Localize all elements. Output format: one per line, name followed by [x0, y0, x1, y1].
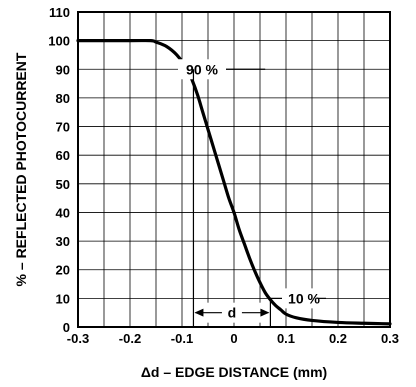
photocurrent-curve: [76, 38, 392, 326]
x-tick-labels: -0.3 -0.2 -0.1 0 0.1 0.2 0.3: [67, 331, 399, 346]
y-tick-label: 20: [56, 263, 70, 278]
x-tick-label: 0: [230, 331, 237, 346]
plot-frame: [77, 11, 391, 328]
x-tick-label: -0.1: [171, 331, 193, 346]
x-tick-label: -0.2: [119, 331, 141, 346]
y-tick-label: 100: [48, 34, 70, 49]
data-layer: [76, 38, 392, 326]
label-90-percent: 90 %: [186, 61, 218, 77]
annotation-layer: 90 % 10 % d: [178, 59, 326, 327]
y-tick-label: 50: [56, 177, 70, 192]
y-tick-label: 70: [56, 120, 70, 135]
y-tick-label: 40: [56, 205, 70, 220]
y-tick-label: 90: [56, 62, 70, 77]
d-background: [195, 302, 269, 323]
label-90-background: [178, 59, 226, 80]
y-tick-label: 80: [56, 91, 70, 106]
y-tick-label: 10: [56, 291, 70, 306]
d-arrowhead-left: [194, 308, 204, 317]
label-10-background: [282, 288, 326, 309]
x-tick-label: -0.3: [67, 331, 89, 346]
x-tick-label: 0.2: [329, 331, 347, 346]
y-tick-label: 30: [56, 234, 70, 249]
y-tick-labels: 0 10 20 30 40 50 60 70 80 90 100 110: [48, 5, 70, 335]
label-d: d: [228, 305, 237, 321]
y-tick-label: 60: [56, 148, 70, 163]
y-tick-label: 110: [49, 5, 70, 20]
x-tick-label: 0.1: [277, 331, 295, 346]
d-arrowhead-right: [260, 308, 270, 317]
x-tick-label: 0.3: [381, 331, 399, 346]
y-axis-label: % – REFLECTED PHOTOCURRENT: [13, 52, 29, 286]
y-tick-label: 0: [63, 320, 70, 335]
label-10-percent: 10 %: [288, 290, 320, 306]
x-axis-label: Δd – EDGE DISTANCE (mm): [141, 364, 327, 380]
